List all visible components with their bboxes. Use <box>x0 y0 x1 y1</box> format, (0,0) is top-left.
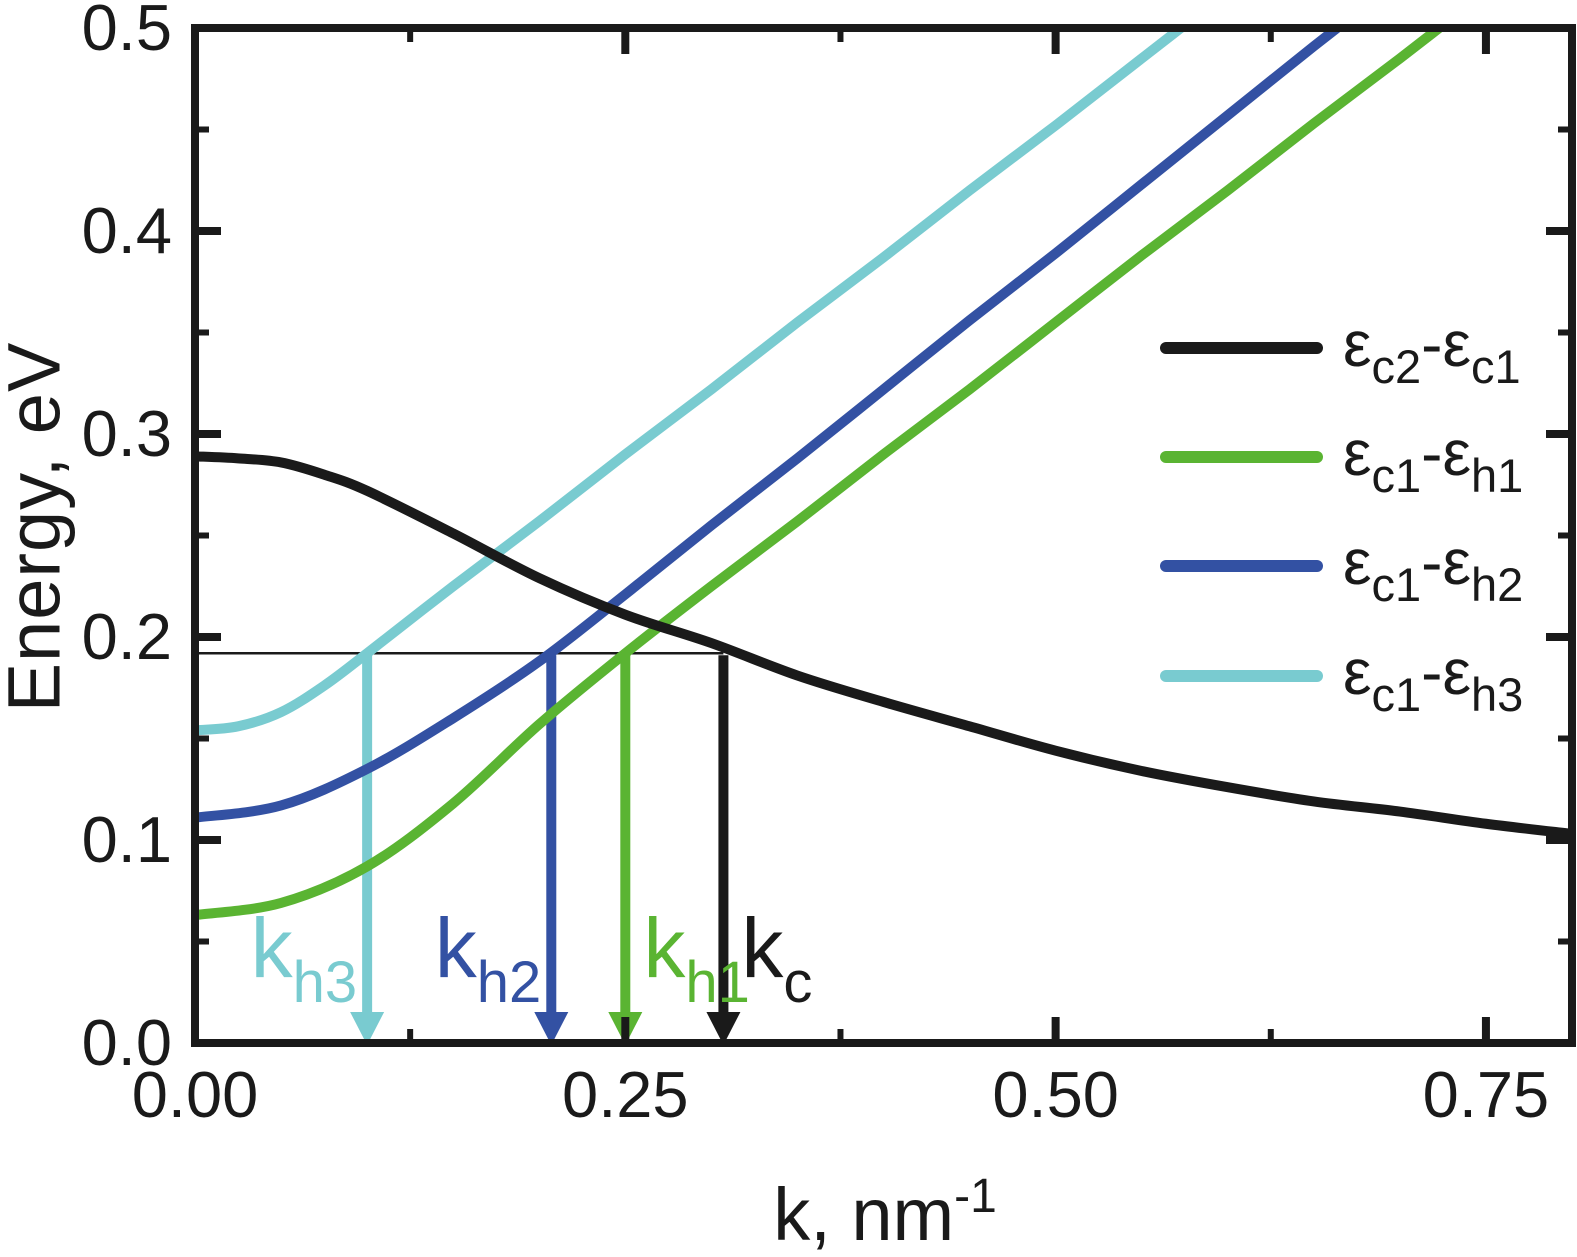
legend-label-part: ε <box>1442 417 1472 489</box>
y-tick-label-0.2: 0.2 <box>81 600 172 673</box>
arrow-k_h1 <box>608 655 643 1045</box>
arrow-head-k_h3 <box>350 1012 385 1045</box>
legend-label-part: ε <box>1442 636 1472 708</box>
arrow-label-k_h1: kh1 <box>643 906 750 1025</box>
legend-label-part: c1 <box>1371 449 1422 502</box>
x-tick-label-0.50: 0.50 <box>992 1058 1119 1131</box>
curve-ec1-eh1 <box>195 28 1448 921</box>
x-tick-label-0.75: 0.75 <box>1422 1058 1550 1131</box>
x-tick-label-0.00: 0.00 <box>131 1058 259 1131</box>
arrow-k_c <box>706 655 741 1045</box>
y-tick-label-0.4: 0.4 <box>81 194 172 267</box>
x-axis-title: k, nm-1 <box>773 1169 997 1257</box>
arrow-label-subscript: h2 <box>476 950 542 1015</box>
legend-label-part: h1 <box>1471 449 1524 502</box>
legend-label-part: - <box>1421 636 1443 708</box>
arrow-label-base: k <box>434 901 477 995</box>
legend-label-ec1-eh1: εc1-εh1 <box>1343 417 1523 512</box>
legend-label-ec1-eh3: εc1-εh3 <box>1343 636 1523 731</box>
arrow-k_h3 <box>350 655 385 1045</box>
legend-label-part: h2 <box>1471 558 1524 611</box>
legend-line-ec2-ec1 <box>1160 342 1323 354</box>
arrow-label-k_h3: kh3 <box>251 906 358 1025</box>
legend-label-part: ε <box>1442 308 1472 380</box>
curve-ec1-eh3 <box>195 28 1189 736</box>
y-tick-label-0.1: 0.1 <box>81 803 172 876</box>
arrow-label-k_h2: kh2 <box>435 906 542 1025</box>
arrow-label-base: k <box>741 901 784 995</box>
legend-label-part: ε <box>1343 417 1372 489</box>
arrow-label-base: k <box>643 901 686 995</box>
legend-label-part: ε <box>1442 526 1472 598</box>
legend-label-ec1-eh2: εc1-εh2 <box>1343 526 1523 621</box>
curve-ec1-eh2 <box>195 28 1346 823</box>
legend-label-part: - <box>1421 417 1443 489</box>
x-axis-title-text: k, nm <box>773 1173 955 1256</box>
arrow-label-subscript: c <box>783 950 813 1015</box>
legend-label-ec2-ec1: εc2-εc1 <box>1343 308 1521 403</box>
legend-line-ec1-eh1 <box>1160 451 1323 463</box>
y-tick-label-0.0: 0.0 <box>81 1006 172 1079</box>
legend-label-part: ε <box>1343 526 1372 598</box>
legend-label-part: c1 <box>1371 558 1422 611</box>
legend-label-part: c1 <box>1471 340 1521 393</box>
arrow-label-subscript: h1 <box>685 950 750 1015</box>
y-tick-label-0.5: 0.5 <box>81 0 172 64</box>
curve-ec2-ec1 <box>195 451 1572 839</box>
legend-label-part: c1 <box>1371 668 1422 721</box>
arrow-label-base: k <box>250 901 293 995</box>
legend-label-part: ε <box>1343 308 1372 380</box>
legend-line-ec1-eh3 <box>1160 670 1323 682</box>
x-tick-label-0.25: 0.25 <box>562 1058 689 1131</box>
legend-label-part: c2 <box>1371 340 1422 393</box>
y-tick-label-0.3: 0.3 <box>81 397 172 470</box>
legend-line-ec1-eh2 <box>1160 560 1323 572</box>
legend-label-part: - <box>1421 526 1443 598</box>
x-axis-title-superscript: -1 <box>954 1170 997 1223</box>
arrow-label-subscript: h3 <box>292 950 358 1015</box>
arrow-label-k_c: kc <box>741 906 812 1025</box>
legend-label-part: ε <box>1343 636 1372 708</box>
legend-label-part: - <box>1421 308 1443 380</box>
arrow-head-k_c <box>706 1012 741 1045</box>
legend-label-part: h3 <box>1471 668 1524 721</box>
arrow-head-k_h2 <box>534 1012 569 1045</box>
